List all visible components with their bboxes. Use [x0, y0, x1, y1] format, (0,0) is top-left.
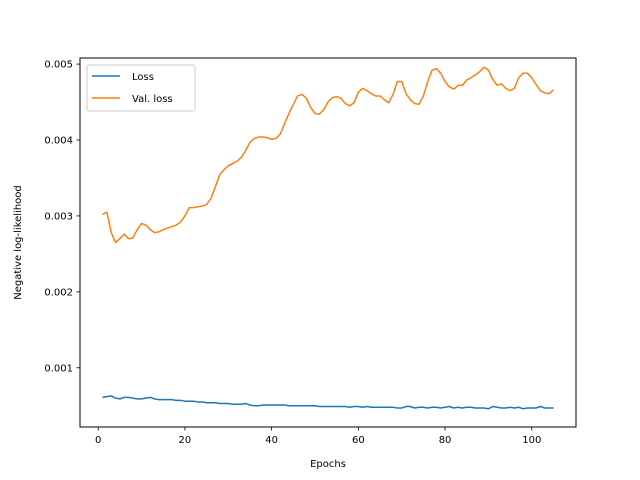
legend-label-loss: Loss — [132, 72, 154, 83]
plot-area: 0 20 40 60 80 100 0.001 0.002 0.003 0.004 0.005 — [44, 57, 577, 446]
y-tick-label: 0.002 — [44, 287, 73, 298]
series-line-loss — [102, 395, 554, 410]
y-tick-label: 0.004 — [44, 136, 73, 147]
y-axis-ticks: 0.001 0.002 0.003 0.004 0.005 — [44, 60, 80, 374]
x-tick-label: 0 — [95, 435, 101, 446]
legend-label-val-loss: Val. loss — [132, 94, 173, 105]
y-tick-label: 0.003 — [44, 211, 73, 222]
y-tick-label: 0.005 — [44, 60, 73, 71]
x-tick-label: 40 — [265, 435, 278, 446]
y-tick-label: 0.001 — [44, 363, 73, 374]
x-tick-label: 80 — [439, 435, 452, 446]
x-tick-label: 60 — [352, 435, 365, 446]
x-axis-label: Epochs — [310, 459, 346, 470]
axes-frame — [79, 57, 577, 428]
series-layer — [102, 66, 554, 410]
x-tick-label: 100 — [522, 435, 541, 446]
x-axis-ticks: 0 20 40 60 80 100 — [95, 427, 541, 446]
y-axis-label: Negative log-likelihood — [13, 185, 24, 300]
x-tick-label: 20 — [179, 435, 192, 446]
series-line-val-loss — [102, 66, 554, 244]
legend: Loss Val. loss — [86, 64, 196, 112]
